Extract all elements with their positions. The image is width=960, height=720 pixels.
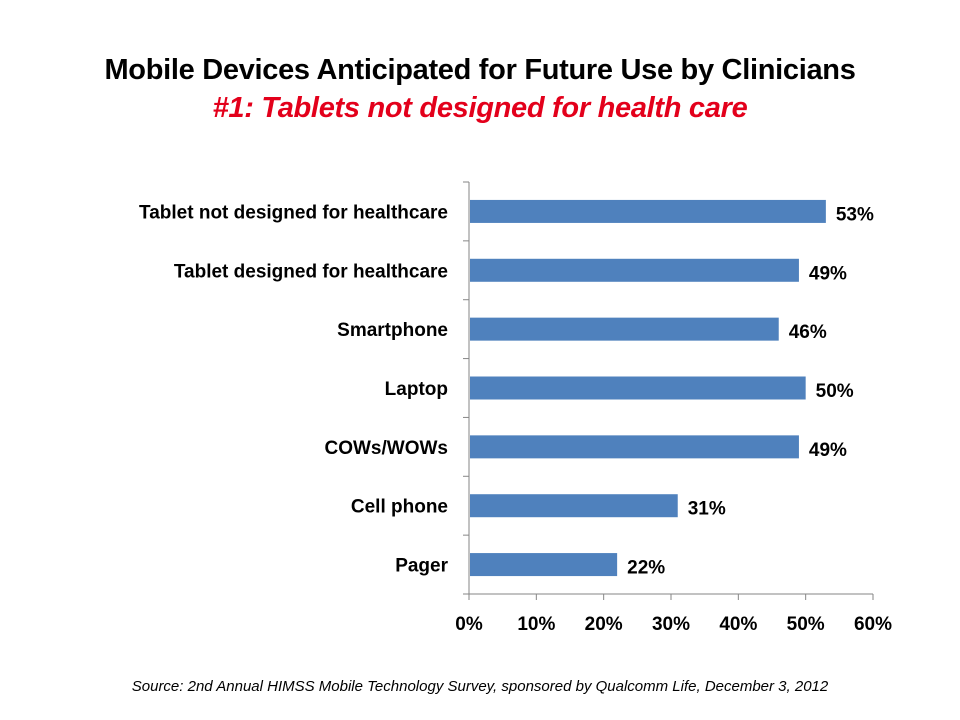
bar: [470, 435, 799, 459]
x-tick-label: 0%: [455, 614, 483, 635]
data-label: 22%: [627, 558, 665, 579]
category-label: Laptop: [385, 379, 448, 400]
x-tick-label: 60%: [854, 614, 892, 635]
category-label: Cell phone: [351, 497, 448, 518]
data-label: 49%: [809, 440, 847, 461]
bar: [470, 376, 806, 400]
category-label: Tablet not designed for healthcare: [139, 202, 448, 223]
data-label: 49%: [809, 263, 847, 284]
category-label: Tablet designed for healthcare: [174, 261, 448, 282]
chart-title: Mobile Devices Anticipated for Future Us…: [104, 54, 856, 86]
bar: [470, 494, 678, 518]
bar: [470, 553, 618, 577]
category-label: COWs/WOWs: [325, 438, 449, 459]
data-label: 53%: [836, 204, 874, 225]
x-tick-label: 50%: [787, 614, 825, 635]
x-tick-label: 20%: [585, 614, 623, 635]
bar: [470, 317, 779, 341]
data-label: 31%: [688, 499, 726, 520]
bar: [470, 258, 799, 282]
category-label: Smartphone: [337, 320, 448, 341]
chart-subtitle: #1: Tablets not designed for health care: [212, 92, 748, 124]
x-tick-label: 30%: [652, 614, 690, 635]
x-tick-label: 40%: [719, 614, 757, 635]
bar: [470, 199, 826, 223]
x-tick-label: 10%: [517, 614, 555, 635]
category-label: Pager: [395, 556, 448, 577]
data-label: 50%: [816, 381, 854, 402]
data-label: 46%: [789, 322, 827, 343]
source-note: Source: 2nd Annual HIMSS Mobile Technolo…: [131, 678, 829, 695]
